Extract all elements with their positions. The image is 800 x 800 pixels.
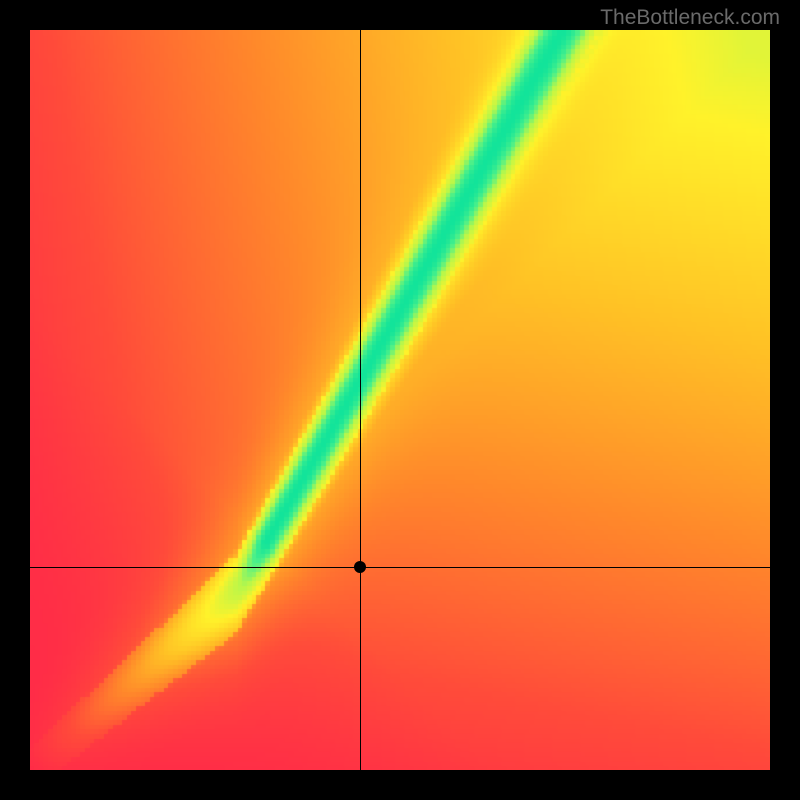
selection-marker[interactable] xyxy=(354,561,366,573)
crosshair-horizontal xyxy=(30,567,770,568)
watermark-text: TheBottleneck.com xyxy=(600,6,780,30)
crosshair-vertical xyxy=(360,30,361,770)
plot-area xyxy=(30,30,770,770)
chart-container: TheBottleneck.com xyxy=(0,0,800,800)
bottleneck-heatmap xyxy=(30,30,770,770)
